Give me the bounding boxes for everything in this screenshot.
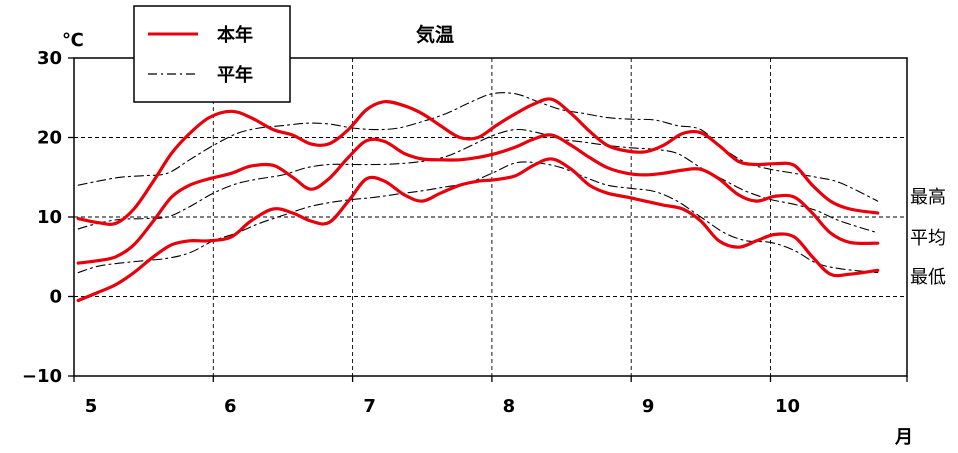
- x-tick-label: 7: [363, 396, 376, 417]
- series-current-max: [76, 97, 880, 226]
- x-tick-label: 9: [642, 396, 655, 417]
- label-max: 最高: [910, 187, 946, 208]
- series-layer: [76, 92, 880, 303]
- x-tick-label: 8: [503, 396, 516, 417]
- series-current-min: [76, 157, 880, 303]
- legend-box: [133, 5, 291, 103]
- legend-label-current: 本年: [217, 24, 253, 46]
- tick-labels: 30 20 10 0 −10 5 6 7 8 9 10: [22, 48, 800, 417]
- y-axis-unit: ℃: [62, 30, 84, 51]
- y-tick-label: 20: [37, 128, 62, 149]
- grid-layer: [74, 58, 907, 376]
- y-tick-label: 30: [37, 48, 62, 69]
- series-normal-min: [77, 161, 879, 274]
- x-axis-unit: 月: [894, 427, 913, 448]
- y-tick-label: 0: [49, 287, 62, 308]
- x-tick-label: 10: [775, 396, 800, 417]
- series-normal-max: [77, 92, 879, 202]
- series-current-mean: [76, 133, 880, 265]
- legend-label-normal: 平年: [217, 64, 253, 86]
- axes-layer: [68, 57, 908, 382]
- x-tick-label: 5: [85, 396, 98, 417]
- legend: 本年 平年: [133, 5, 291, 103]
- label-min: 最低: [910, 267, 946, 288]
- y-tick-label: 10: [37, 207, 62, 228]
- y-tick-label: −10: [22, 366, 62, 387]
- series-normal-mean: [77, 128, 879, 234]
- label-mean: 平均: [910, 228, 946, 249]
- chart-title: 気温: [416, 23, 454, 46]
- x-tick-label: 6: [224, 396, 237, 417]
